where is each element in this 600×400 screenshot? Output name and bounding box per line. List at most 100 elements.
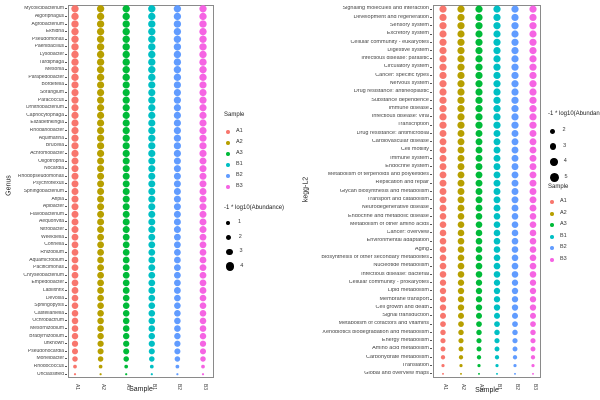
sample-color-dot: [550, 257, 554, 262]
bubble: [440, 338, 446, 344]
bubble: [173, 66, 182, 74]
bubble: [529, 5, 537, 13]
y-axis-label-text: Metabolism of terpenoids and polyketides: [327, 172, 429, 178]
bubble: [148, 66, 156, 74]
y-axis-label-text: Sphingobacterium: [23, 189, 64, 194]
y-axis-label: Labilithrix: [2, 286, 67, 294]
y-axis-label: Nucleotide metabolism: [300, 262, 432, 270]
bubble: [97, 287, 104, 294]
y-axis-tick: [65, 259, 67, 261]
y-axis-tick: [430, 265, 432, 267]
bubble: [476, 321, 482, 327]
bubble: [457, 88, 465, 96]
bubble: [173, 195, 181, 203]
bubble: [148, 317, 156, 325]
bubble: [475, 130, 483, 137]
bubble: [97, 210, 105, 218]
bubble: [97, 294, 104, 302]
size-dot: [226, 248, 233, 256]
bubble: [529, 105, 537, 113]
bubble: [439, 55, 447, 63]
bubble: [475, 22, 483, 30]
bubble: [148, 111, 156, 119]
bubble: [475, 146, 483, 154]
y-axis-label-text: Endocrine and metabolic disease: [347, 213, 429, 219]
bubble: [475, 262, 483, 270]
bubble: [174, 271, 181, 279]
size-dot: [226, 234, 232, 241]
y-axis-tick: [65, 244, 67, 246]
size-legend-item: 2: [550, 128, 566, 135]
bubble: [493, 312, 501, 319]
size-dot: [550, 173, 559, 182]
bubble: [96, 12, 105, 21]
bubble: [475, 13, 483, 22]
y-axis-label: Achromobacter: [2, 149, 67, 157]
y-axis-label: Aging: [300, 246, 432, 254]
bubble: [457, 5, 465, 13]
bubble: [148, 348, 155, 355]
y-axis-tick: [430, 290, 432, 292]
bubble: [439, 196, 447, 204]
bubble: [475, 113, 483, 121]
y-axis-label: Weeksella: [2, 233, 67, 241]
y-axis-label-text: Metabolism of other amino acids: [349, 221, 429, 227]
bubble: [173, 96, 181, 104]
bubble: [529, 287, 537, 295]
bubble: [97, 81, 105, 89]
y-axis-label: Pseudonocardia: [2, 347, 67, 355]
bubble: [97, 279, 104, 287]
y-axis-tick: [65, 373, 67, 375]
bubble: [199, 256, 207, 264]
plot-panel: [433, 5, 541, 378]
bubble: [513, 363, 517, 368]
bubble: [440, 346, 446, 352]
bubble: [150, 373, 153, 376]
bubble: [439, 46, 447, 55]
bubble: [122, 271, 130, 279]
bubble: [122, 149, 130, 158]
bubble: [71, 249, 79, 256]
bubble: [199, 279, 207, 287]
bubble: [511, 312, 519, 319]
bubble: [511, 304, 519, 311]
y-axis-label-text: Algoriphagus: [34, 13, 64, 19]
bubble: [439, 262, 447, 270]
bubble: [71, 104, 79, 112]
y-axis-label: Cellular community - eukaryotes: [300, 38, 432, 46]
bubble: [439, 229, 447, 237]
bubble: [173, 142, 181, 150]
bubble: [511, 237, 519, 245]
y-axis-tick: [65, 251, 67, 253]
sample-legend-item: B3: [550, 256, 567, 264]
bubble: [475, 38, 483, 46]
y-axis-label: Replication and repair: [300, 179, 432, 187]
y-axis-label-text: Labilithrix: [42, 287, 64, 293]
bubble: [529, 55, 537, 63]
bubble: [148, 264, 156, 272]
bubble: [199, 142, 207, 150]
bubble: [173, 58, 182, 66]
bubble: [199, 157, 207, 165]
bubble: [512, 321, 518, 327]
bubble: [475, 271, 483, 278]
bubble: [529, 154, 537, 162]
bubble: [148, 119, 156, 127]
y-axis-tick: [430, 331, 432, 333]
y-axis-label-text: Aquimarina: [38, 135, 64, 141]
bubble: [439, 204, 447, 212]
bubble: [530, 338, 536, 344]
y-axis-tick: [430, 108, 432, 110]
bubble: [199, 317, 207, 325]
bubble: [97, 119, 105, 127]
y-axis-label: Mesonia: [2, 66, 67, 74]
bubble: [457, 196, 465, 204]
y-axis-label-text: Nitrobacter: [39, 227, 64, 233]
sample-legend-label: B1: [560, 232, 567, 239]
bubble: [148, 5, 156, 13]
bubble: [439, 105, 447, 113]
bubble: [529, 13, 537, 22]
y-axis-tick: [430, 215, 432, 217]
sample-legend-item: A1: [550, 198, 567, 206]
bubble: [477, 363, 481, 368]
